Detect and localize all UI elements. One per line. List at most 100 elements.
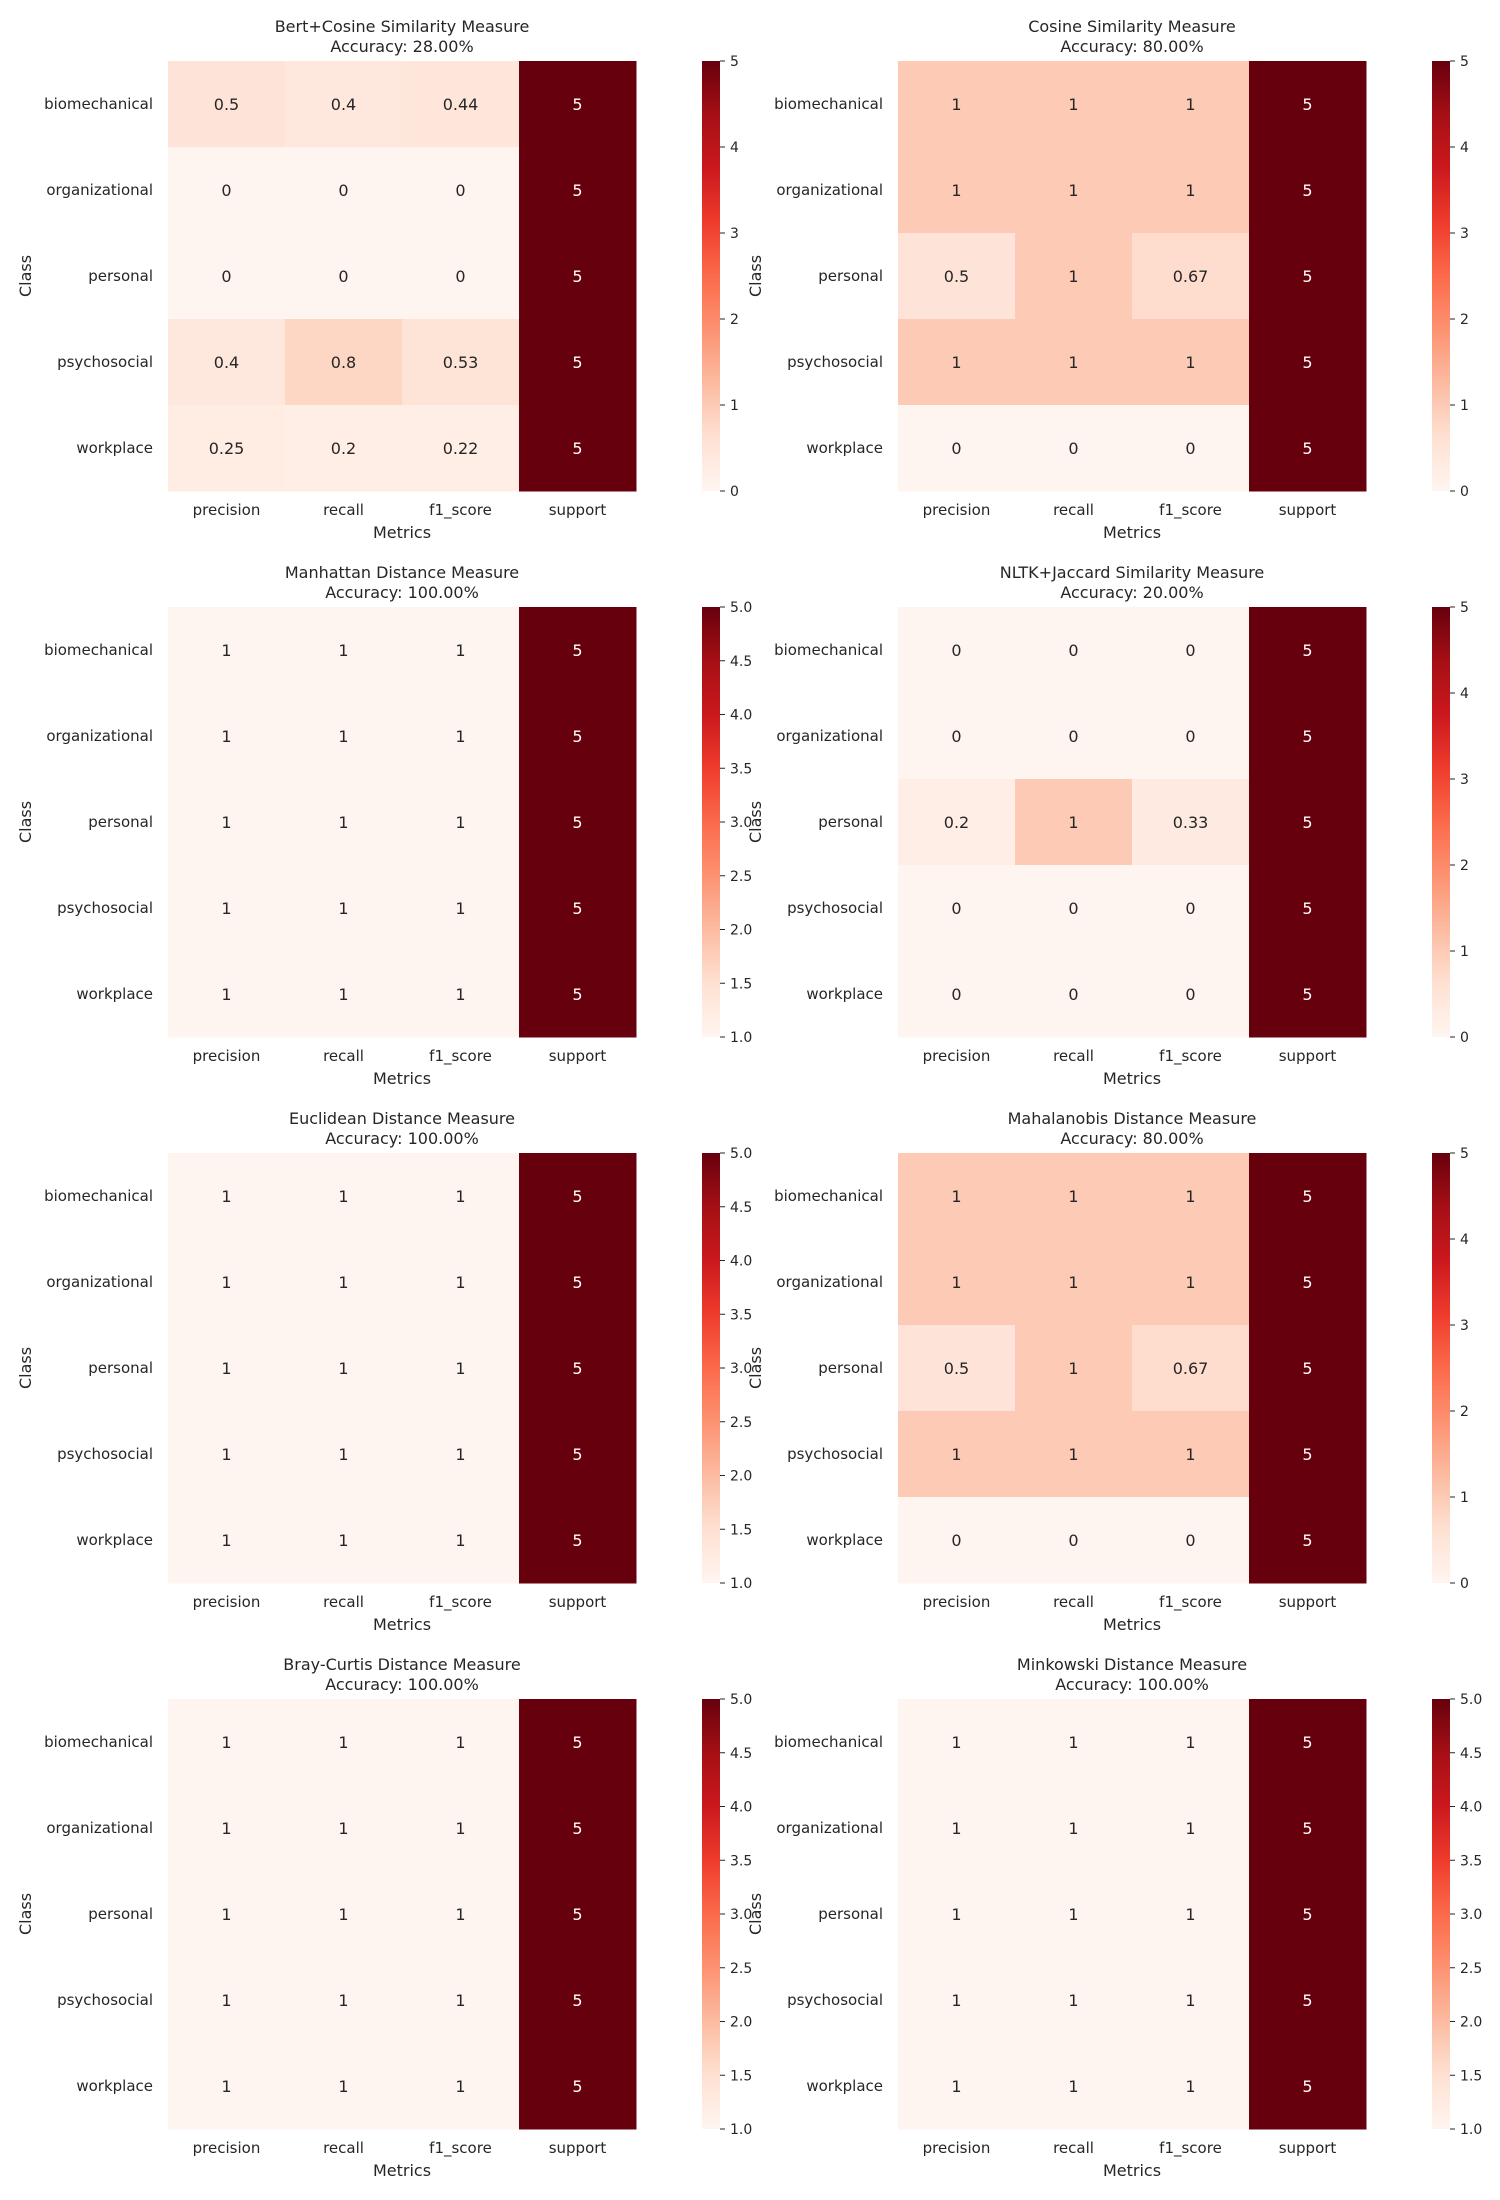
x-tick-label: support — [549, 1047, 607, 1065]
colorbar — [1432, 61, 1450, 491]
heatmap-cell — [1132, 1497, 1250, 1584]
heatmap-cell — [168, 147, 286, 234]
y-tick-label: workplace — [76, 439, 153, 457]
cell-value-label: 1 — [221, 1445, 231, 1464]
heatmap-cell — [1249, 1325, 1367, 1412]
cell-value-label: 1 — [221, 1273, 231, 1292]
heatmap-cell — [1132, 865, 1250, 952]
cell-value-label: 5 — [572, 181, 582, 200]
heatmap-cell — [1132, 1325, 1250, 1412]
cell-value-label: 0.5 — [944, 1359, 969, 1378]
colorbar-tick-label: 5 — [1460, 54, 1469, 70]
cell-value-label: 1 — [951, 181, 961, 200]
heatmap-cell — [402, 1239, 520, 1326]
y-tick-label: workplace — [806, 2077, 883, 2095]
heatmap-cell — [1249, 1871, 1367, 1958]
heatmap-cell — [402, 2043, 520, 2130]
y-tick-label: biomechanical — [44, 641, 153, 659]
cell-value-label: 1 — [1185, 1445, 1195, 1464]
colorbar-tick-label: 3.0 — [730, 1361, 752, 1377]
heatmap-cell — [1015, 233, 1133, 320]
cell-value-label: 1 — [1185, 1273, 1195, 1292]
cell-value-label: 0 — [1068, 899, 1078, 918]
cell-value-label: 5 — [572, 1273, 582, 1292]
colorbar-tick-label: 1.5 — [730, 2068, 752, 2084]
heatmap-panel: Bert+Cosine Similarity Measure Accuracy: … — [0, 0, 750, 546]
heatmap-cell — [1015, 1325, 1133, 1412]
cell-value-label: 1 — [455, 1531, 465, 1550]
cell-value-label: 0 — [221, 181, 231, 200]
heatmap-panel: Minkowski Distance Measure Accuracy: 100.… — [730, 1638, 1482, 2184]
heatmap-cell — [168, 233, 286, 320]
cell-value-label: 1 — [951, 1905, 961, 1924]
cell-value-label: 1 — [1068, 1187, 1078, 1206]
cell-value-label: 1 — [951, 1991, 961, 2010]
heatmap-cell — [168, 1239, 286, 1326]
colorbar-tick-label: 2 — [1460, 858, 1469, 874]
heatmap-cell — [1015, 1411, 1133, 1498]
chart-subtitle: Accuracy: 28.00% — [330, 37, 473, 56]
heatmap-cell — [402, 1153, 520, 1240]
heatmap-cell — [898, 1325, 1016, 1412]
cell-value-label: 5 — [1302, 353, 1312, 372]
x-tick-label: f1_score — [1159, 1047, 1222, 1066]
heatmap-cell — [285, 1239, 403, 1326]
colorbar-tick-label: 1.5 — [730, 1522, 752, 1538]
colorbar-tick-label: 3.5 — [730, 1307, 752, 1323]
y-tick-label: personal — [818, 267, 883, 285]
y-tick-label: organizational — [776, 181, 883, 199]
cell-value-label: 0.8 — [331, 353, 356, 372]
cell-value-label: 1 — [1068, 353, 1078, 372]
colorbar-tick-label: 2 — [730, 312, 739, 328]
cell-value-label: 5 — [1302, 267, 1312, 286]
y-tick-label: psychosocial — [57, 1991, 153, 2009]
heatmap-cell — [898, 1957, 1016, 2044]
heatmap-cell — [285, 1153, 403, 1240]
heatmap-cell — [285, 693, 403, 780]
heatmap-cell — [1015, 1239, 1133, 1326]
cell-value-label: 1 — [1068, 1359, 1078, 1378]
heatmap-cell — [285, 865, 403, 952]
cell-value-label: 1 — [221, 1991, 231, 2010]
cell-value-label: 1 — [221, 985, 231, 1004]
cell-value-label: 1 — [951, 1819, 961, 1838]
heatmap-cell — [402, 1785, 520, 1872]
heatmap-cell — [168, 865, 286, 952]
y-tick-label: workplace — [76, 1531, 153, 1549]
heatmap-cell — [1132, 61, 1250, 148]
heatmap-cell — [285, 1411, 403, 1498]
y-axis-label: Class — [16, 1347, 35, 1389]
heatmap-cell — [1015, 1785, 1133, 1872]
cell-value-label: 0 — [1185, 641, 1195, 660]
heatmap-cell — [898, 865, 1016, 952]
y-tick-label: personal — [88, 1905, 153, 1923]
colorbar-tick-label: 4.0 — [730, 1800, 752, 1816]
cell-value-label: 1 — [338, 1445, 348, 1464]
x-tick-label: f1_score — [429, 2139, 492, 2158]
y-tick-label: biomechanical — [774, 1187, 883, 1205]
colorbar — [1432, 1699, 1450, 2129]
heatmap-cell — [402, 61, 520, 148]
colorbar-tick-label: 5 — [730, 54, 739, 70]
cell-value-label: 0.4 — [214, 353, 239, 372]
heatmap-cell — [1132, 1785, 1250, 1872]
heatmap-cell — [1249, 1497, 1367, 1584]
cell-value-label: 0.2 — [944, 813, 969, 832]
heatmap-cell — [1015, 693, 1133, 780]
cell-value-label: 1 — [1068, 95, 1078, 114]
heatmap-cell — [285, 319, 403, 406]
cell-value-label: 1 — [455, 1905, 465, 1924]
y-axis-label: Class — [746, 1347, 765, 1389]
cell-value-label: 1 — [951, 95, 961, 114]
heatmap-cell — [285, 1957, 403, 2044]
cell-value-label: 1 — [221, 1905, 231, 1924]
y-tick-label: organizational — [776, 727, 883, 745]
colorbar-tick-label: 1 — [730, 398, 739, 414]
heatmap-cell — [1132, 1699, 1250, 1786]
cell-value-label: 0 — [1068, 439, 1078, 458]
y-tick-label: organizational — [776, 1819, 883, 1837]
y-tick-label: workplace — [806, 1531, 883, 1549]
